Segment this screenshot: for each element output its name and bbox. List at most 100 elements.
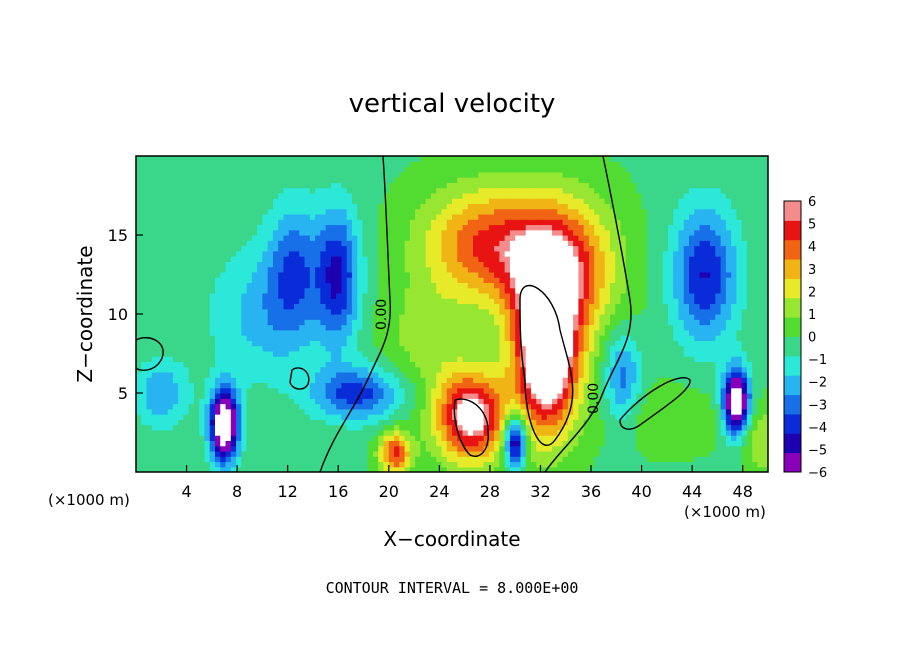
heatmap-cell	[367, 350, 374, 357]
heatmap-cell	[299, 414, 306, 420]
heatmap-cell	[267, 187, 274, 194]
heatmap-cell	[272, 393, 279, 399]
heatmap-cell	[509, 461, 516, 468]
heatmap-cell	[546, 208, 553, 215]
heatmap-cell	[394, 366, 400, 373]
heatmap-cell	[494, 340, 500, 347]
heatmap-cell	[531, 192, 537, 199]
heatmap-cell	[441, 424, 448, 431]
heatmap-cell	[499, 245, 506, 252]
heatmap-cell	[183, 213, 190, 220]
heatmap-cell	[351, 319, 358, 326]
heatmap-cell	[288, 345, 295, 352]
heatmap-cell	[420, 387, 427, 394]
heatmap-cell	[315, 245, 321, 252]
heatmap-cell	[299, 371, 306, 378]
heatmap-cell	[336, 208, 342, 215]
heatmap-cell	[541, 371, 548, 378]
heatmap-cell	[467, 429, 474, 436]
heatmap-cell	[373, 235, 379, 241]
heatmap-cell	[483, 361, 490, 368]
heatmap-cell	[367, 261, 374, 268]
heatmap-cell	[251, 235, 258, 241]
heatmap-cell	[294, 456, 300, 463]
heatmap-cell	[415, 266, 421, 273]
heatmap-cell	[251, 250, 258, 257]
heatmap-cell	[172, 398, 179, 405]
heatmap-cell	[415, 282, 421, 289]
heatmap-cell	[562, 171, 569, 178]
heatmap-cell	[157, 235, 163, 241]
heatmap-cell	[430, 340, 437, 347]
heatmap-cell	[278, 256, 285, 262]
heatmap-cell	[452, 377, 458, 384]
heatmap-cell	[283, 303, 290, 310]
heatmap-cell	[294, 287, 300, 294]
heatmap-cell	[457, 382, 464, 389]
heatmap-cell	[378, 266, 385, 273]
heatmap-cell	[309, 461, 316, 468]
heatmap-cell	[573, 393, 579, 399]
heatmap-cell	[420, 208, 427, 215]
heatmap-cell	[325, 166, 332, 173]
heatmap-cell	[215, 203, 221, 210]
heatmap-cell	[452, 366, 458, 373]
heatmap-cell	[236, 398, 242, 405]
heatmap-cell	[467, 424, 474, 431]
heatmap-cell	[257, 440, 263, 447]
heatmap-cell	[241, 282, 248, 289]
heatmap-cell	[162, 314, 169, 320]
heatmap-cell	[241, 461, 248, 468]
heatmap-cell	[525, 203, 532, 210]
heatmap-cell	[415, 371, 421, 378]
heatmap-cell	[441, 450, 448, 457]
heatmap-cell	[288, 282, 295, 289]
heatmap-cell	[157, 198, 163, 204]
heatmap-cell	[167, 393, 174, 399]
heatmap-cell	[430, 198, 437, 204]
heatmap-cell	[552, 329, 558, 336]
heatmap-cell	[288, 277, 295, 283]
heatmap-cell	[278, 419, 285, 426]
heatmap-cell	[151, 319, 158, 326]
heatmap-cell	[430, 408, 437, 415]
heatmap-cell	[499, 429, 506, 436]
heatmap-cell	[462, 393, 469, 399]
heatmap-cell	[404, 440, 411, 447]
heatmap-cell	[457, 171, 464, 178]
heatmap-cell	[215, 250, 221, 257]
heatmap-cell	[336, 335, 342, 341]
heatmap-cell	[204, 256, 211, 262]
heatmap-cell	[241, 287, 248, 294]
heatmap-cell	[362, 456, 369, 463]
heatmap-cell	[499, 319, 506, 326]
heatmap-cell	[167, 240, 174, 247]
heatmap-cell	[288, 361, 295, 368]
heatmap-cell	[225, 224, 232, 231]
heatmap-cell	[209, 166, 216, 173]
heatmap-cell	[520, 335, 527, 341]
heatmap-cell	[567, 298, 574, 305]
heatmap-cell	[415, 250, 421, 257]
heatmap-cell	[351, 229, 358, 236]
heatmap-cell	[531, 282, 537, 289]
heatmap-cell	[299, 198, 306, 204]
heatmap-cell	[373, 298, 379, 305]
heatmap-cell	[162, 466, 169, 472]
heatmap-cell	[188, 371, 195, 378]
heatmap-cell	[557, 356, 564, 362]
heatmap-cell	[309, 445, 316, 452]
heatmap-cell	[241, 303, 248, 310]
heatmap-cell	[420, 224, 427, 231]
heatmap-cell	[288, 235, 295, 241]
heatmap-cell	[462, 282, 469, 289]
heatmap-cell	[341, 403, 348, 410]
heatmap-cell	[346, 466, 353, 472]
heatmap-cell	[457, 419, 464, 426]
heatmap-cell	[420, 440, 427, 447]
heatmap-cell	[420, 213, 427, 220]
heatmap-cell	[473, 450, 479, 457]
heatmap-cell	[504, 198, 511, 204]
heatmap-cell	[146, 377, 153, 384]
heatmap-cell	[267, 445, 274, 452]
